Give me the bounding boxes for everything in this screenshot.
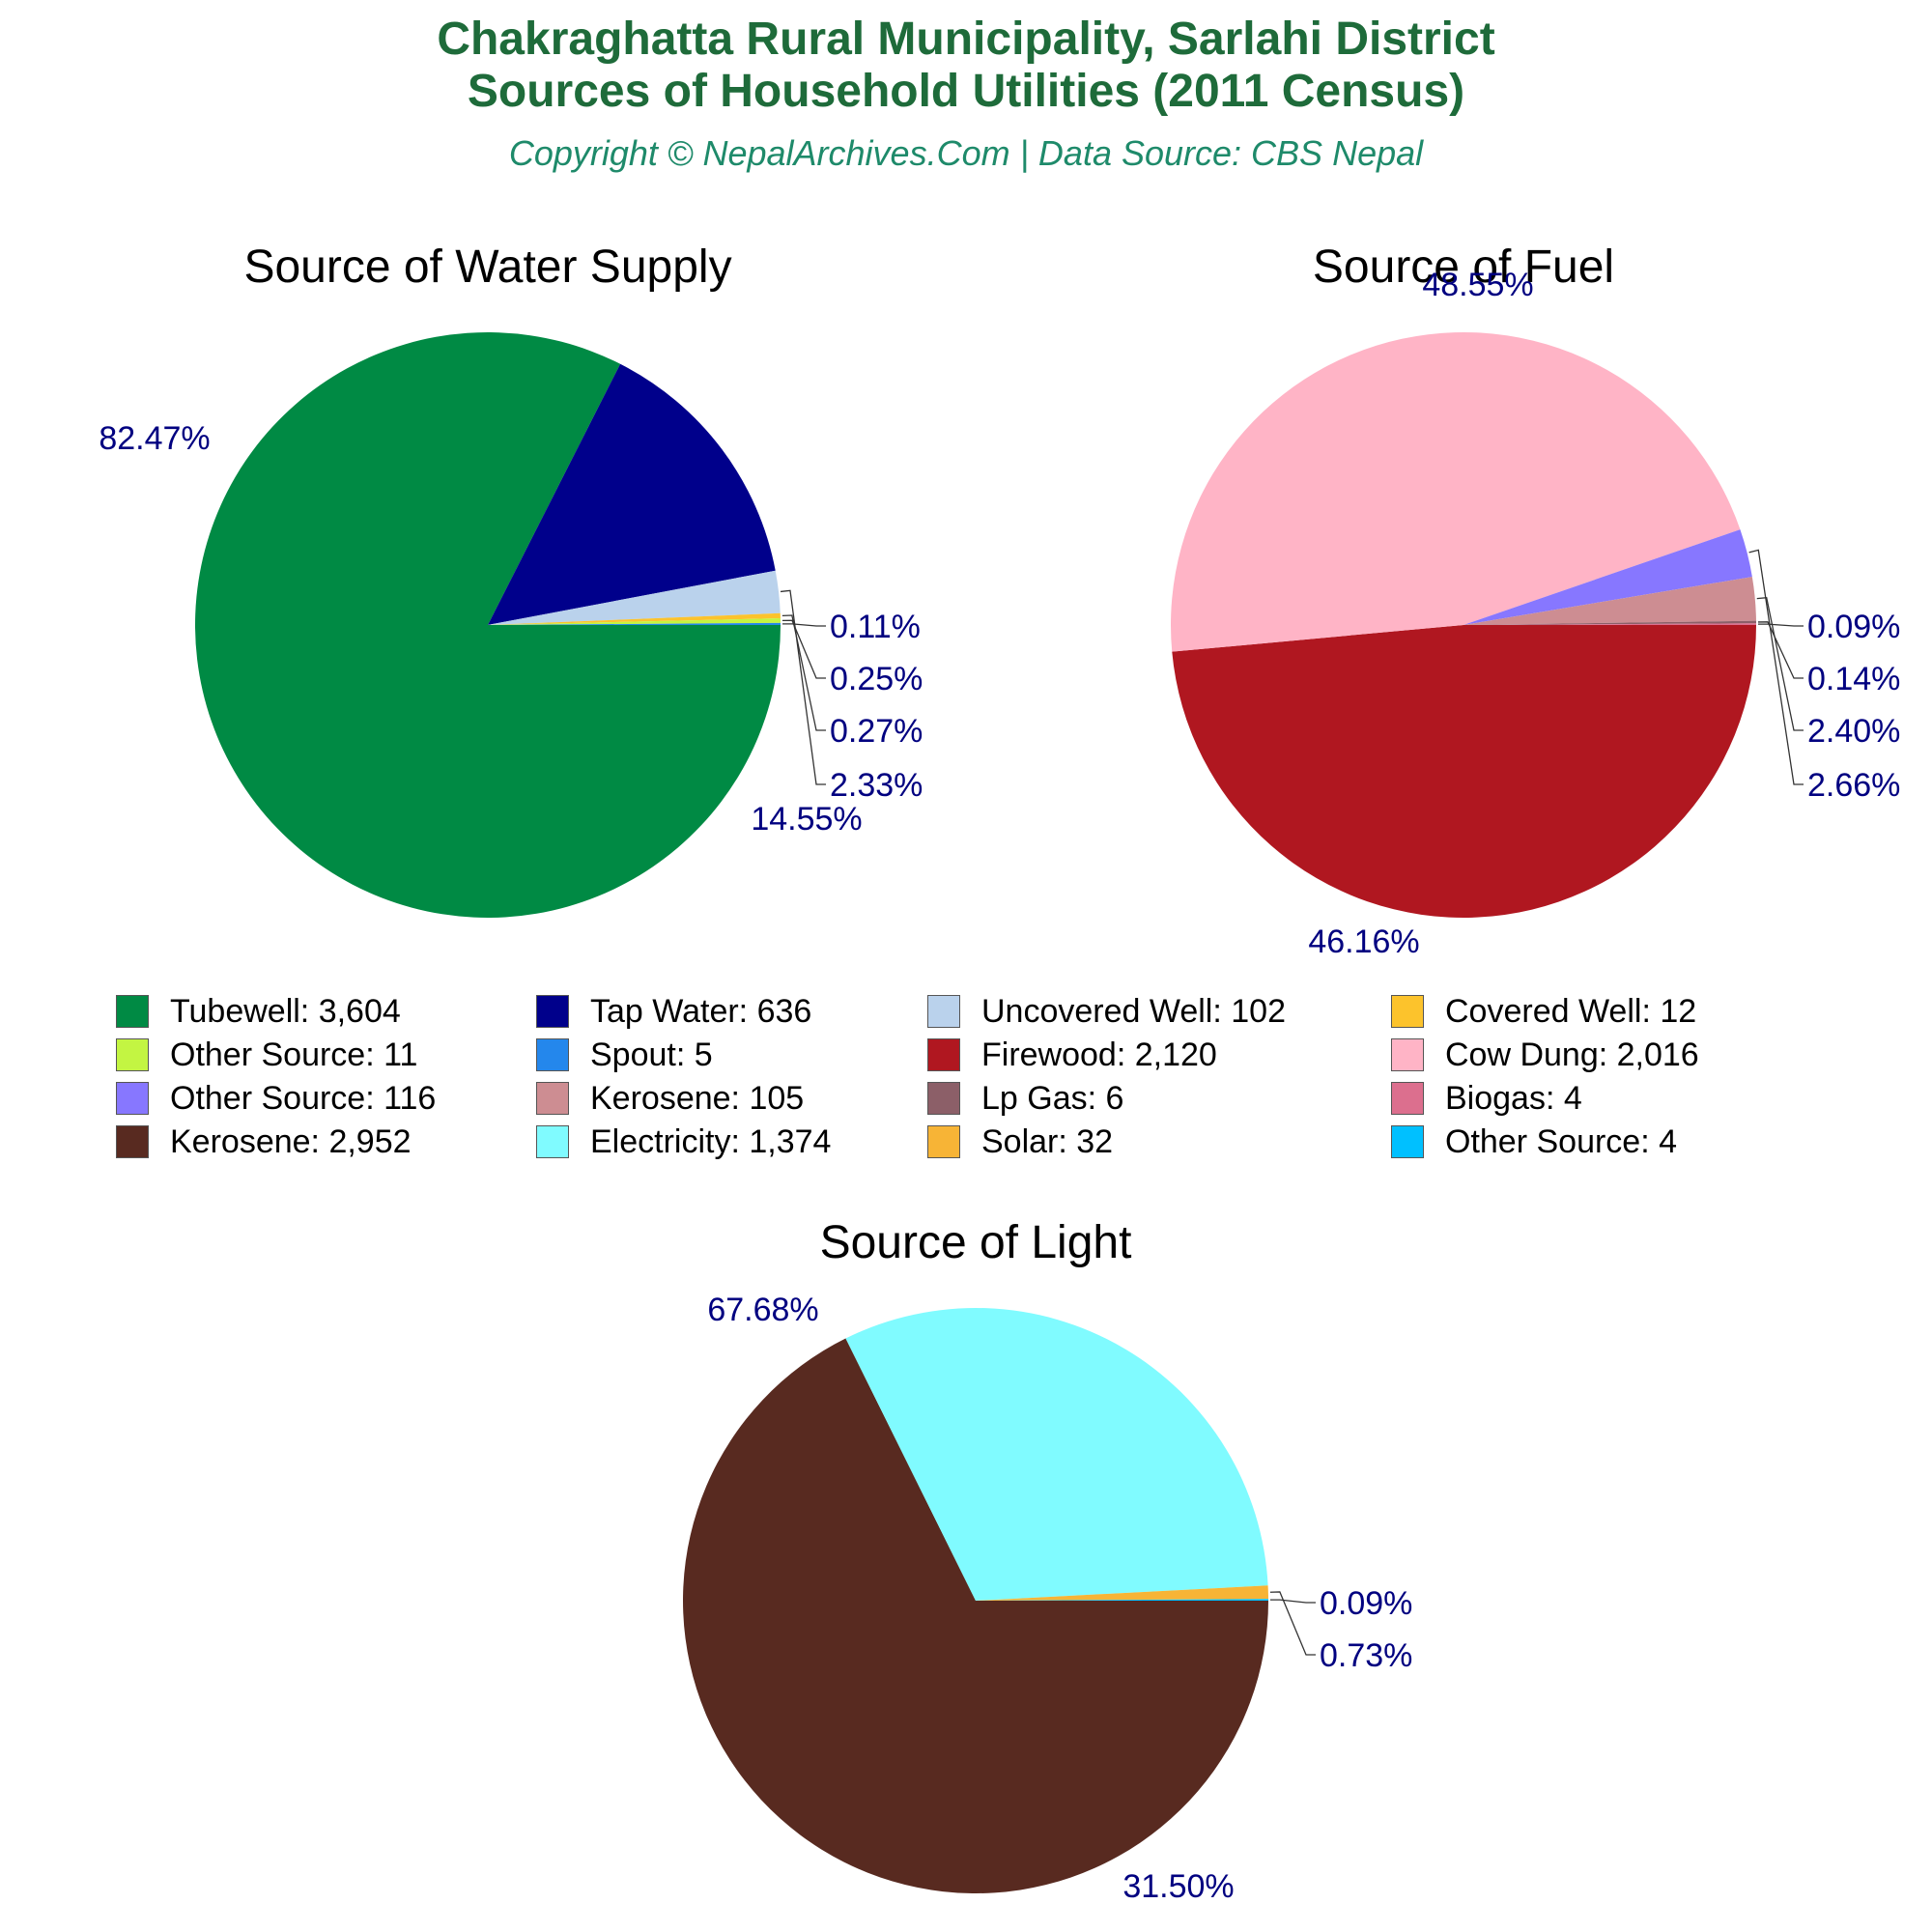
pie-chart-source-of-water-supply: Source of Water Supply 82.47% 14.55%2.33% 0… bbox=[99, 242, 923, 918]
legend-label: Other Source: 11 bbox=[170, 1036, 418, 1073]
legend-item: Spout: 5 bbox=[536, 1033, 713, 1077]
legend-swatch bbox=[536, 995, 569, 1028]
legend-item: Cow Dung: 2,016 bbox=[1391, 1033, 1699, 1077]
legend-item: Electricity: 1,374 bbox=[536, 1120, 831, 1164]
legend-label: Cow Dung: 2,016 bbox=[1445, 1036, 1699, 1073]
label-leader-line bbox=[781, 623, 826, 627]
pct-label: 31.50% bbox=[1122, 1868, 1234, 1905]
legend-swatch bbox=[116, 995, 149, 1028]
pct-label: 46.16% bbox=[1308, 923, 1419, 960]
legend-item: Firewood: 2,120 bbox=[927, 1033, 1217, 1077]
pct-label: 0.09% bbox=[1320, 1585, 1412, 1622]
pie-slice-covered-well bbox=[488, 612, 781, 625]
pct-label: 0.73% bbox=[1320, 1637, 1412, 1674]
legend-swatch bbox=[927, 995, 960, 1028]
pie-slice-electricity bbox=[845, 1308, 1268, 1601]
legend-swatch bbox=[1391, 995, 1424, 1028]
pie-slice-solar bbox=[976, 1585, 1268, 1601]
legend-swatch bbox=[536, 1082, 569, 1115]
legend-label: Solar: 32 bbox=[981, 1122, 1114, 1160]
legend-swatch bbox=[116, 1082, 149, 1115]
chart-title-line-1: Chakraghatta Rural Municipality, Sarlahi… bbox=[437, 14, 1495, 65]
pie-slice-other-source bbox=[976, 1599, 1268, 1601]
pie-slice-tap-water bbox=[488, 363, 776, 625]
pct-label: 67.68% bbox=[707, 1292, 818, 1328]
legend-swatch bbox=[116, 1038, 149, 1071]
pct-label: 0.25% bbox=[830, 661, 923, 697]
legend-item: Biogas: 4 bbox=[1391, 1076, 1582, 1121]
legend-item: Covered Well: 12 bbox=[1391, 989, 1696, 1034]
legend-label: Firewood: 2,120 bbox=[981, 1036, 1217, 1073]
legend-item: Other Source: 116 bbox=[116, 1076, 436, 1121]
pct-label: 2.66% bbox=[1807, 767, 1900, 804]
pie-slice-spout bbox=[488, 622, 781, 625]
legend-item: Tap Water: 636 bbox=[536, 989, 811, 1034]
label-leader-line bbox=[1757, 623, 1804, 627]
label-leader-line bbox=[1757, 621, 1804, 679]
legend-swatch bbox=[927, 1038, 960, 1071]
pie-slice-lp-gas bbox=[1463, 620, 1756, 625]
pct-label: 0.11% bbox=[830, 609, 921, 645]
pie-slice-uncovered-well bbox=[488, 570, 781, 625]
legend-swatch bbox=[536, 1125, 569, 1158]
legend-label: Kerosene: 105 bbox=[590, 1079, 805, 1117]
pct-label: 0.27% bbox=[830, 713, 923, 750]
legend-label: Electricity: 1,374 bbox=[590, 1122, 832, 1160]
legend-label: Biogas: 4 bbox=[1445, 1079, 1582, 1117]
pie-title: Source of Water Supply bbox=[243, 242, 731, 293]
legend-label: Spout: 5 bbox=[590, 1036, 713, 1073]
pie-slice-kerosene bbox=[683, 1338, 1268, 1894]
pct-label: 48.55% bbox=[1422, 267, 1533, 303]
label-leader-line bbox=[1748, 549, 1804, 785]
legend-label: Tubewell: 3,604 bbox=[170, 992, 401, 1030]
legend-item: Other Source: 4 bbox=[1391, 1120, 1677, 1164]
pct-label: 2.33% bbox=[830, 767, 923, 804]
legend-item: Lp Gas: 6 bbox=[927, 1076, 1123, 1121]
legend-label: Tap Water: 636 bbox=[590, 992, 812, 1030]
pie-slice-firewood bbox=[1172, 625, 1756, 918]
label-leader-line bbox=[1269, 1599, 1316, 1604]
legend-swatch bbox=[1391, 1038, 1424, 1071]
pie-slice-biogas bbox=[1463, 623, 1756, 625]
label-leader-line bbox=[780, 589, 826, 785]
pie-slice-kerosene bbox=[1463, 577, 1756, 625]
pct-label: 82.47% bbox=[99, 420, 210, 457]
legend-label: Lp Gas: 6 bbox=[981, 1079, 1124, 1117]
legend-item: Kerosene: 105 bbox=[536, 1076, 804, 1121]
legend-item: Solar: 32 bbox=[927, 1120, 1113, 1164]
label-leader-line bbox=[1269, 1591, 1316, 1656]
legend-label: Other Source: 4 bbox=[1445, 1122, 1678, 1160]
pie-title: Source of Light bbox=[820, 1217, 1132, 1268]
legend-swatch bbox=[927, 1082, 960, 1115]
chart-subtitle: Copyright © NepalArchives.Com | Data Sou… bbox=[508, 133, 1424, 173]
legend-item: Uncovered Well: 102 bbox=[927, 989, 1286, 1034]
legend-label: Other Source: 116 bbox=[170, 1079, 437, 1117]
label-leader-line bbox=[781, 619, 826, 679]
pie-title: Source of Fuel bbox=[1313, 242, 1614, 293]
pct-label: 0.14% bbox=[1807, 661, 1900, 697]
pct-label: 2.40% bbox=[1807, 713, 1900, 750]
pct-label: 0.09% bbox=[1807, 609, 1900, 645]
legend-item: Tubewell: 3,604 bbox=[116, 989, 401, 1034]
legend-item: Other Source: 11 bbox=[116, 1033, 417, 1077]
legend-label: Kerosene: 2,952 bbox=[170, 1122, 412, 1160]
legend-swatch bbox=[536, 1038, 569, 1071]
legend-label: Uncovered Well: 102 bbox=[981, 992, 1286, 1030]
label-leader-line bbox=[1756, 597, 1804, 731]
legend-label: Covered Well: 12 bbox=[1445, 992, 1697, 1030]
legend-swatch bbox=[1391, 1125, 1424, 1158]
legend-swatch bbox=[116, 1125, 149, 1158]
chart-title-line-2: Sources of Household Utilities (2011 Cen… bbox=[467, 66, 1465, 117]
legend-swatch bbox=[927, 1125, 960, 1158]
pie-slice-other-source bbox=[488, 618, 781, 625]
pie-slice-other-source bbox=[1463, 529, 1752, 625]
pie-slice-cow-dung bbox=[1171, 331, 1741, 652]
label-leader-line bbox=[781, 614, 826, 731]
legend-item: Kerosene: 2,952 bbox=[116, 1120, 412, 1164]
pct-label: 14.55% bbox=[751, 801, 862, 838]
legend-swatch bbox=[1391, 1082, 1424, 1115]
